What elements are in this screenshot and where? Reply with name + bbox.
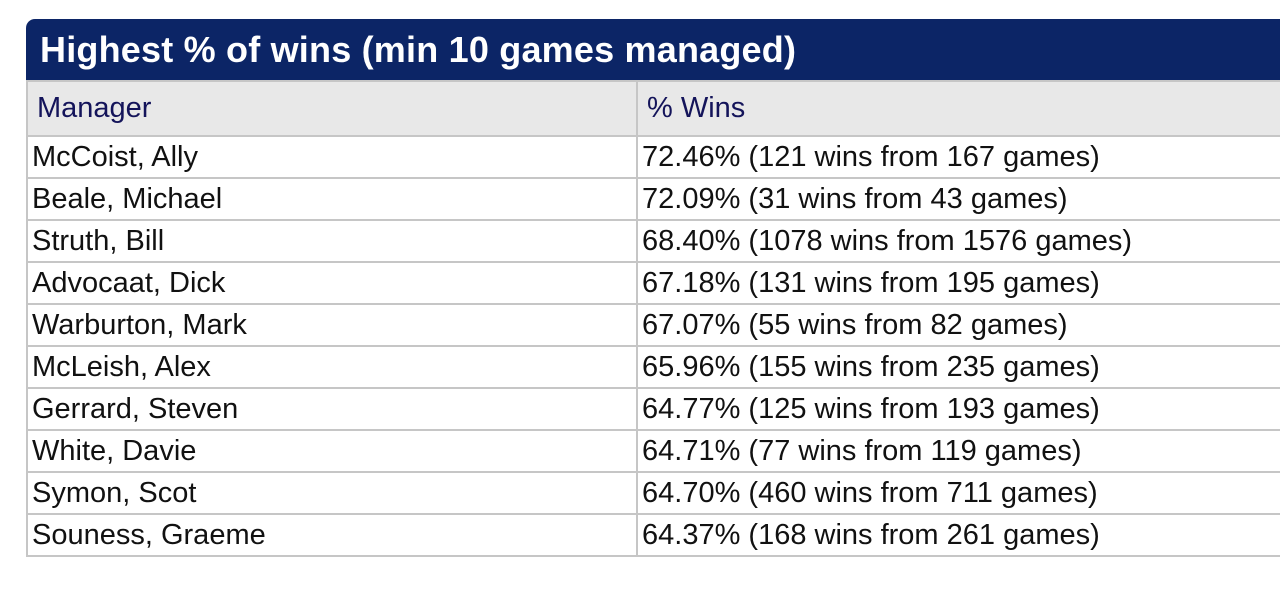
wins-cell: 64.70% (460 wins from 711 games) (636, 471, 1280, 515)
wins-cell: 68.40% (1078 wins from 1576 games) (636, 219, 1280, 263)
manager-cell: Advocaat, Dick (26, 261, 638, 305)
wins-cell: 72.09% (31 wins from 43 games) (636, 177, 1280, 221)
table-row: Beale, Michael 72.09% (31 wins from 43 g… (26, 177, 1280, 221)
stats-table: Manager % Wins McCoist, Ally 72.46% (121… (26, 80, 1280, 557)
wins-cell: 67.07% (55 wins from 82 games) (636, 303, 1280, 347)
wins-cell: 64.77% (125 wins from 193 games) (636, 387, 1280, 431)
table-row: Warburton, Mark 67.07% (55 wins from 82 … (26, 303, 1280, 347)
manager-cell: Beale, Michael (26, 177, 638, 221)
title-bar: Highest % of wins (min 10 games managed) (26, 19, 1280, 80)
table-row: McLeish, Alex 65.96% (155 wins from 235 … (26, 345, 1280, 389)
manager-cell: Struth, Bill (26, 219, 638, 263)
manager-cell: Symon, Scot (26, 471, 638, 515)
manager-cell: McCoist, Ally (26, 135, 638, 179)
table-row: Advocaat, Dick 67.18% (131 wins from 195… (26, 261, 1280, 305)
manager-cell: Gerrard, Steven (26, 387, 638, 431)
manager-cell: Souness, Graeme (26, 513, 638, 557)
wins-cell: 64.37% (168 wins from 261 games) (636, 513, 1280, 557)
column-header-manager: Manager (26, 80, 638, 137)
manager-cell: Warburton, Mark (26, 303, 638, 347)
header-row: Manager % Wins (26, 80, 1280, 137)
manager-cell: McLeish, Alex (26, 345, 638, 389)
table-row: Struth, Bill 68.40% (1078 wins from 1576… (26, 219, 1280, 263)
wins-cell: 72.46% (121 wins from 167 games) (636, 135, 1280, 179)
manager-cell: White, Davie (26, 429, 638, 473)
table-row: McCoist, Ally 72.46% (121 wins from 167 … (26, 135, 1280, 179)
table-row: Souness, Graeme 64.37% (168 wins from 26… (26, 513, 1280, 557)
wins-cell: 64.71% (77 wins from 119 games) (636, 429, 1280, 473)
wins-cell: 65.96% (155 wins from 235 games) (636, 345, 1280, 389)
stats-card: Highest % of wins (min 10 games managed)… (26, 19, 1280, 557)
table-row: Gerrard, Steven 64.77% (125 wins from 19… (26, 387, 1280, 431)
table-row: Symon, Scot 64.70% (460 wins from 711 ga… (26, 471, 1280, 515)
table-title: Highest % of wins (min 10 games managed) (40, 28, 797, 70)
column-header-wins: % Wins (636, 80, 1280, 137)
table-row: White, Davie 64.71% (77 wins from 119 ga… (26, 429, 1280, 473)
wins-cell: 67.18% (131 wins from 195 games) (636, 261, 1280, 305)
